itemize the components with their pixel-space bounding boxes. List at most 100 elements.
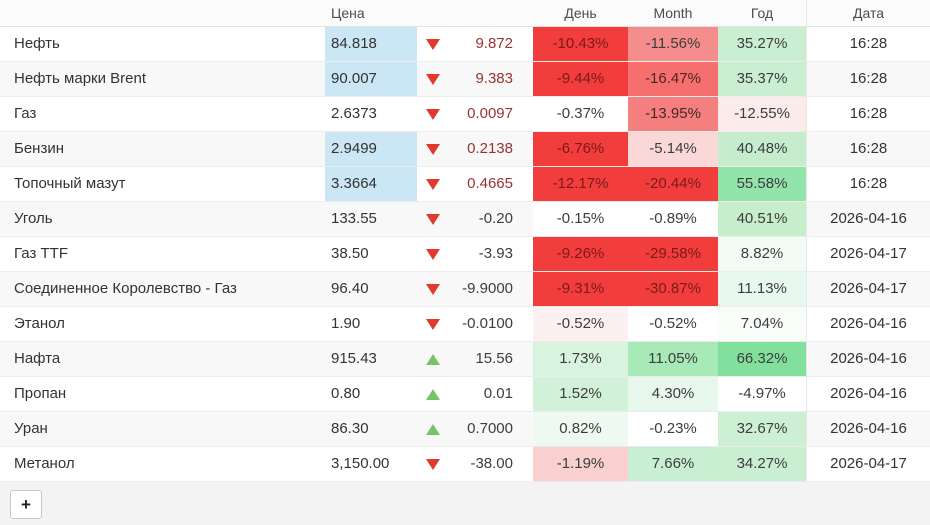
year-percent-cell: 40.48%: [718, 132, 806, 166]
down-arrow-icon: [425, 283, 440, 295]
up-arrow-icon: [425, 423, 440, 435]
date-value: 2026-04-16: [806, 307, 930, 341]
table-row[interactable]: Нефть 84.818 9.872 -10.43% -11.56% 35.27…: [0, 27, 930, 62]
year-percent-cell: 11.13%: [718, 272, 806, 306]
day-percent-cell: -0.15%: [533, 202, 628, 236]
table-row[interactable]: Газ 2.6373 0.0097 -0.37% -13.95% -12.55%…: [0, 97, 930, 132]
commodity-name-link[interactable]: Уголь: [14, 210, 53, 227]
table-row[interactable]: Нефть марки Brent 90.007 9.383 -9.44% -1…: [0, 62, 930, 97]
direction-cell: [417, 307, 448, 341]
column-header-month[interactable]: Month: [653, 5, 693, 21]
down-arrow-icon: [425, 318, 440, 330]
day-percent-cell: -9.44%: [533, 62, 628, 96]
month-percent-cell: 11.05%: [628, 342, 718, 376]
commodity-name-link[interactable]: Соединенное Королевство - Газ: [14, 280, 237, 297]
commodity-name-link[interactable]: Газ TTF: [14, 245, 68, 262]
price-value: 90.007: [325, 62, 417, 96]
commodity-name-link[interactable]: Газ: [14, 105, 37, 122]
table-row[interactable]: Пропан 0.80 0.01 1.52% 4.30% -4.97% 2026…: [0, 377, 930, 412]
direction-cell: [417, 132, 448, 166]
change-value: -3.93: [478, 245, 513, 262]
month-percent-cell: 4.30%: [628, 377, 718, 411]
column-header-date[interactable]: Дата: [806, 0, 930, 26]
year-percent-cell: 35.37%: [718, 62, 806, 96]
change-value: 0.0097: [467, 105, 513, 122]
year-percent-cell: 55.58%: [718, 167, 806, 201]
direction-cell: [417, 97, 448, 131]
direction-cell: [417, 27, 448, 61]
column-header-day[interactable]: День: [564, 5, 597, 21]
column-header-year[interactable]: Год: [750, 5, 774, 21]
commodity-name-link[interactable]: Пропан: [14, 385, 67, 402]
price-value: 86.30: [331, 420, 369, 437]
commodity-name-link[interactable]: Метанол: [14, 455, 75, 472]
direction-cell: [417, 377, 448, 411]
month-percent-cell: -29.58%: [628, 237, 718, 271]
year-percent-cell: 40.51%: [718, 202, 806, 236]
table-row[interactable]: Топочный мазут 3.3664 0.4665 -12.17% -20…: [0, 167, 930, 202]
direction-cell: [417, 342, 448, 376]
direction-cell: [417, 412, 448, 446]
commodity-name-link[interactable]: Нафта: [14, 350, 61, 367]
date-value: 16:28: [806, 167, 930, 201]
month-percent-cell: -16.47%: [628, 62, 718, 96]
down-arrow-icon: [425, 178, 440, 190]
year-percent-cell: 35.27%: [718, 27, 806, 61]
down-arrow-icon: [425, 458, 440, 470]
month-percent-cell: -5.14%: [628, 132, 718, 166]
date-value: 16:28: [806, 97, 930, 131]
day-percent-cell: -9.31%: [533, 272, 628, 306]
price-value: 96.40: [331, 280, 369, 297]
date-value: 2026-04-17: [806, 237, 930, 271]
column-header-price[interactable]: Цена: [331, 5, 365, 21]
month-percent-cell: -0.89%: [628, 202, 718, 236]
date-value: 2026-04-16: [806, 412, 930, 446]
day-percent-cell: -10.43%: [533, 27, 628, 61]
commodity-name-link[interactable]: Бензин: [14, 140, 65, 157]
year-percent-cell: 34.27%: [718, 447, 806, 481]
commodity-name-link[interactable]: Нефть марки Brent: [14, 70, 146, 87]
date-value: 16:28: [806, 27, 930, 61]
table-row[interactable]: Газ TTF 38.50 -3.93 -9.26% -29.58% 8.82%…: [0, 237, 930, 272]
table-row[interactable]: Уран 86.30 0.7000 0.82% -0.23% 32.67% 20…: [0, 412, 930, 447]
day-percent-cell: 1.52%: [533, 377, 628, 411]
day-percent-cell: -9.26%: [533, 237, 628, 271]
year-percent-cell: 32.67%: [718, 412, 806, 446]
price-value: 1.90: [331, 315, 361, 332]
month-percent-cell: -0.52%: [628, 307, 718, 341]
year-percent-cell: -12.55%: [718, 97, 806, 131]
day-percent-cell: -12.17%: [533, 167, 628, 201]
commodity-name-link[interactable]: Топочный мазут: [14, 175, 126, 192]
price-value: 915.43: [331, 350, 377, 367]
month-percent-cell: -30.87%: [628, 272, 718, 306]
change-value: -0.20: [478, 210, 513, 227]
table-row[interactable]: Соединенное Королевство - Газ 96.40 -9.9…: [0, 272, 930, 307]
commodity-name-link[interactable]: Этанол: [14, 315, 65, 332]
direction-cell: [417, 62, 448, 96]
year-percent-cell: 66.32%: [718, 342, 806, 376]
month-percent-cell: 7.66%: [628, 447, 718, 481]
date-value: 2026-04-16: [806, 377, 930, 411]
month-percent-cell: -11.56%: [628, 27, 718, 61]
table-row[interactable]: Уголь 133.55 -0.20 -0.15% -0.89% 40.51% …: [0, 202, 930, 237]
day-percent-cell: 1.73%: [533, 342, 628, 376]
price-value: 3,150.00: [331, 455, 390, 472]
day-percent-cell: -0.52%: [533, 307, 628, 341]
table-row[interactable]: Этанол 1.90 -0.0100 -0.52% -0.52% 7.04% …: [0, 307, 930, 342]
year-percent-cell: 8.82%: [718, 237, 806, 271]
table-row[interactable]: Бензин 2.9499 0.2138 -6.76% -5.14% 40.48…: [0, 132, 930, 167]
change-value: -0.0100: [462, 315, 513, 332]
up-arrow-icon: [425, 353, 440, 365]
table-row[interactable]: Метанол 3,150.00 -38.00 -1.19% 7.66% 34.…: [0, 447, 930, 482]
commodity-name-link[interactable]: Нефть: [14, 35, 60, 52]
year-percent-cell: -4.97%: [718, 377, 806, 411]
change-value: 0.01: [483, 385, 513, 402]
date-value: 16:28: [806, 62, 930, 96]
table-footer: +: [0, 482, 930, 525]
price-value: 38.50: [331, 245, 369, 262]
commodity-name-link[interactable]: Уран: [14, 420, 48, 437]
add-row-button[interactable]: +: [10, 490, 42, 519]
table-row[interactable]: Нафта 915.43 15.56 1.73% 11.05% 66.32% 2…: [0, 342, 930, 377]
table-body: Нефть 84.818 9.872 -10.43% -11.56% 35.27…: [0, 27, 930, 482]
column-header-change: [448, 0, 533, 26]
